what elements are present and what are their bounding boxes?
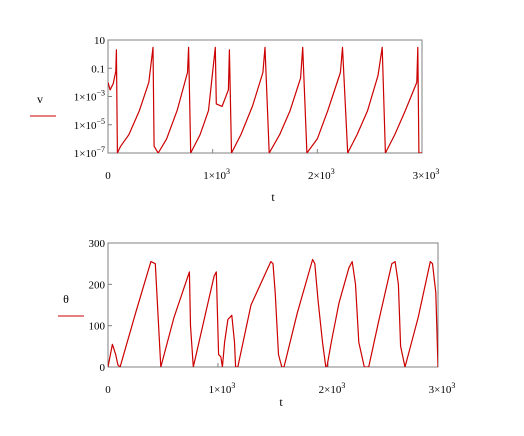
chart-1: 10 0.1 1×10−3 1×10−5 1×10−70 1×103 2×103 3×103 v… (30, 35, 439, 204)
y-tick-label: 1×10−7 (74, 145, 105, 160)
y-tick-label: 200 (89, 279, 106, 291)
x-axis-label: t (271, 190, 275, 204)
x-tick-label: 2×103 (319, 381, 346, 396)
y-tick-label: 10 (94, 35, 106, 47)
x-tick-label: 0 (105, 384, 111, 396)
y-tick-label: 100 (89, 321, 106, 333)
chart-2: 0 100 200 300 0 1×103 2×103 3×103 θ t (58, 238, 455, 409)
x-tick-label: 2×103 (308, 167, 335, 182)
y-tick-label: 1×10−5 (74, 117, 105, 132)
y-tick-label: 0.1 (91, 63, 105, 75)
x-tick-label: 3×103 (413, 167, 440, 182)
y-axis-label: θ (63, 292, 69, 306)
y-tick-label: 0 (100, 362, 106, 374)
x-tick-label: 1×103 (209, 381, 236, 396)
series-line (108, 46, 422, 153)
series-line (108, 258, 438, 367)
x-tick-label: 3×103 (429, 381, 456, 396)
y-tick-label: 300 (89, 238, 106, 250)
x-tick-label: 0 (105, 170, 111, 182)
y-axis-label: v (37, 92, 43, 106)
x-tick-label: 1×103 (203, 167, 230, 182)
y-tick-label: 1×10−3 (74, 89, 105, 104)
plot-frame (107, 242, 439, 368)
x-axis-label: t (279, 395, 283, 409)
